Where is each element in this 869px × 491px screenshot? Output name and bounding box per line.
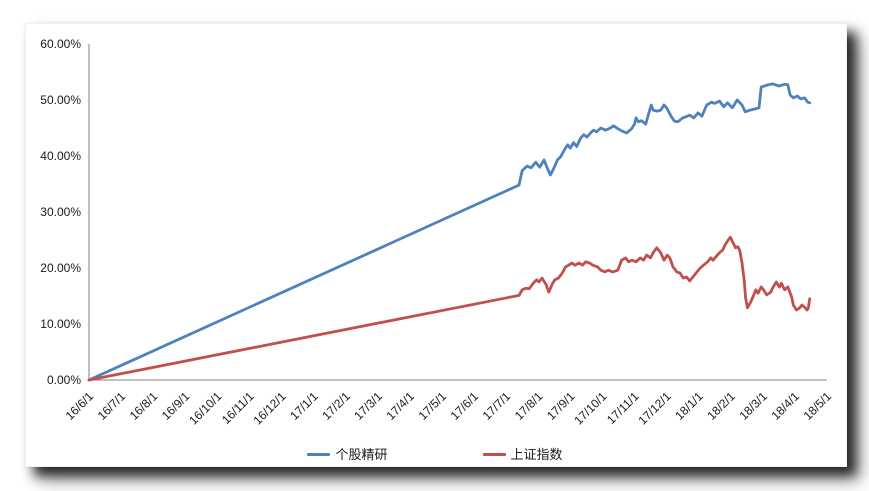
- x-tick-label: 18/4/1: [769, 389, 803, 423]
- y-tick-label: 60.00%: [40, 37, 81, 51]
- x-tick-label: 18/5/1: [801, 389, 835, 423]
- series-line-1: [87, 82, 812, 382]
- legend-label-stock-research: 个股精研: [335, 446, 388, 462]
- y-tick-label: 30.00%: [40, 205, 81, 219]
- series-line-2: [87, 235, 812, 382]
- x-tick-label: 17/8/1: [512, 389, 546, 423]
- x-tick-label: 16/10/1: [186, 389, 224, 427]
- x-tick-label: 17/7/1: [480, 389, 514, 423]
- y-tick-label: 50.00%: [40, 93, 81, 107]
- x-tick-label: 18/1/1: [672, 389, 706, 423]
- legend-item-sse-index: 上证指数: [482, 446, 563, 462]
- x-tick-label: 17/6/1: [448, 389, 482, 423]
- y-tick-label: 20.00%: [40, 261, 81, 275]
- x-tick-label: 18/2/1: [704, 389, 738, 423]
- x-tick-label: 17/1/1: [287, 389, 321, 423]
- x-tick-label: 16/6/1: [63, 389, 97, 423]
- x-tick-label: 17/4/1: [383, 389, 417, 423]
- x-tick-label: 17/5/1: [416, 389, 450, 423]
- y-tick-label: 0.00%: [47, 373, 81, 387]
- x-tick-label: 17/12/1: [635, 389, 673, 427]
- legend-label-sse-index: 上证指数: [510, 446, 563, 462]
- legend-swatch-blue-line: [307, 452, 331, 456]
- chart-card: [25, 23, 847, 467]
- y-tick-label: 40.00%: [40, 149, 81, 163]
- x-tick-label: 16/7/1: [95, 389, 129, 423]
- x-tick-label: 16/12/1: [250, 389, 288, 427]
- chart-legend: 个股精研 上证指数: [25, 444, 845, 464]
- x-tick-label: 17/3/1: [351, 389, 385, 423]
- x-tick-label: 17/11/1: [604, 389, 642, 427]
- x-tick-label: 16/8/1: [127, 389, 161, 423]
- x-tick-label: 16/11/1: [219, 389, 257, 427]
- x-tick-label: 17/2/1: [319, 389, 353, 423]
- y-tick-label: 10.00%: [40, 317, 81, 331]
- legend-swatch-red-line: [482, 452, 506, 456]
- legend-item-stock-research: 个股精研: [307, 446, 388, 462]
- x-tick-label: 18/3/1: [736, 389, 770, 423]
- x-tick-label: 17/10/1: [571, 389, 609, 427]
